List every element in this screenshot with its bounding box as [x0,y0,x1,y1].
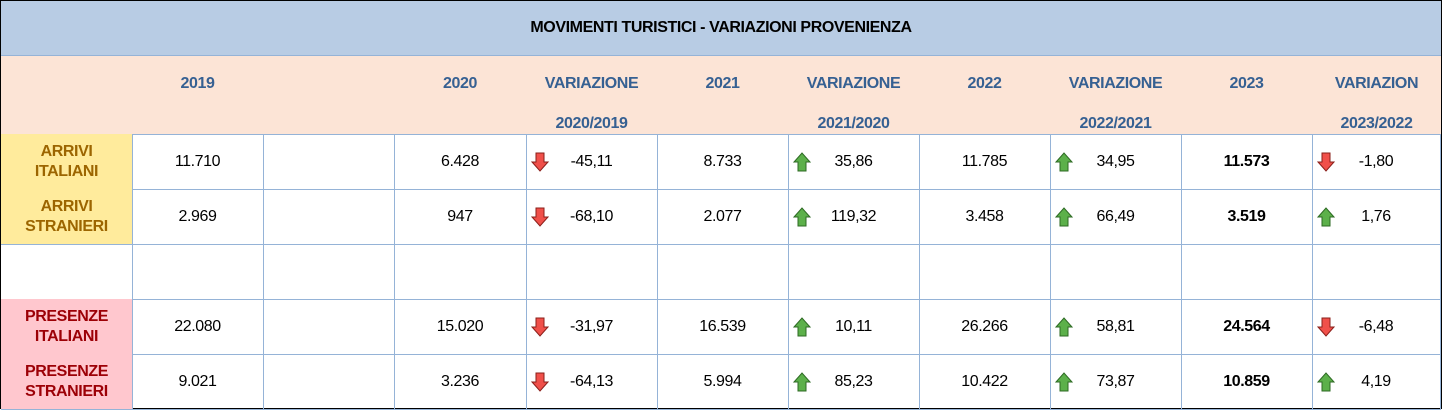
value-cell: 5.994 [657,354,789,410]
empty-cell [526,244,658,300]
empty-cell [394,244,527,300]
up-arrow [1055,206,1073,226]
value-cell: 85,23 [788,354,920,410]
empty-cell [1,244,133,300]
column-subheader: 2022/2021 [1079,115,1152,132]
up-arrow [1317,206,1335,226]
down-arrow [531,372,549,392]
up-arrow [793,316,811,336]
value-cell: 11.573 [1181,134,1313,190]
column-header: 2019 [180,75,215,92]
value-cell: 11.710 [132,134,264,190]
down-arrow [1317,152,1335,172]
value-cell: 2.969 [132,189,264,245]
empty-cell [263,244,395,300]
row-label: PRESENZE STRANIERI [1,354,133,410]
value-cell: -6,48 [1312,299,1441,355]
row-label: ARRIVI STRANIERI [1,189,133,245]
value-cell: 6.428 [394,134,527,190]
value-cell: 947 [394,189,527,245]
value-cell: 10.422 [919,354,1051,410]
column-header: 2021 [705,75,740,92]
value-cell: 119,32 [788,189,920,245]
header-band [1,56,1441,135]
down-arrow [531,152,549,172]
column-header: VARIAZIONE [1068,75,1163,92]
value-cell: -31,97 [526,299,658,355]
value-cell: 22.080 [132,299,264,355]
title: MOVIMENTI TURISTICI - VARIAZIONI PROVENI… [1,1,1441,56]
empty-cell [263,134,395,190]
value-cell: 3.236 [394,354,527,410]
value-cell: 1,76 [1312,189,1441,245]
value-cell: 10,11 [788,299,920,355]
value-cell: 3.519 [1181,189,1313,245]
value-cell: 73,87 [1050,354,1182,410]
empty-cell [657,244,789,300]
up-arrow [793,151,811,171]
empty-cell [1050,244,1182,300]
value-cell: 16.539 [657,299,789,355]
value-cell: 2.077 [657,189,789,245]
value-cell: 15.020 [394,299,527,355]
value-cell: -68,10 [526,189,658,245]
empty-cell [132,244,264,300]
value-cell: 35,86 [788,134,920,190]
column-subheader: 2023/2022 [1340,115,1413,132]
down-arrow [531,317,549,337]
column-subheader: 2020/2019 [555,115,628,132]
empty-cell [263,299,395,355]
value-cell: 3.458 [919,189,1051,245]
empty-cell [263,189,395,245]
column-subheader: 2021/2020 [817,115,890,132]
value-cell: 8.733 [657,134,789,190]
column-header: VARIAZIONE [806,75,901,92]
column-header: 2022 [967,75,1002,92]
row-label: PRESENZE ITALIANI [1,299,133,355]
up-arrow [793,371,811,391]
empty-cell [263,354,395,410]
up-arrow [1055,151,1073,171]
value-cell: -45,11 [526,134,658,190]
column-header: 2020 [443,75,477,92]
empty-cell [788,244,920,300]
value-cell: 34,95 [1050,134,1182,190]
up-arrow [793,206,811,226]
value-cell: 4,19 [1312,354,1441,410]
down-arrow [1317,317,1335,337]
up-arrow [1317,371,1335,391]
value-cell: 24.564 [1181,299,1313,355]
up-arrow [1055,316,1073,336]
empty-cell [919,244,1051,300]
empty-cell [1181,244,1313,300]
column-header: 2023 [1229,75,1264,92]
value-cell: 26.266 [919,299,1051,355]
column-header: VARIAZIONE [544,75,639,92]
value-cell: -64,13 [526,354,658,410]
value-cell: 11.785 [919,134,1051,190]
empty-cell [1312,244,1441,300]
value-cell: 10.859 [1181,354,1313,410]
value-cell: 9.021 [132,354,264,410]
value-cell: 66,49 [1050,189,1182,245]
value-cell: -1,80 [1312,134,1441,190]
value-cell: 58,81 [1050,299,1182,355]
up-arrow [1055,371,1073,391]
column-header: VARIAZION [1334,75,1419,92]
row-label: ARRIVI ITALIANI [1,134,133,190]
down-arrow [531,207,549,227]
